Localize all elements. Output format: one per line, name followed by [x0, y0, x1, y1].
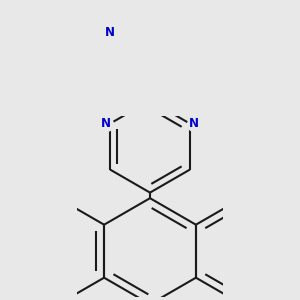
Text: N: N — [101, 117, 111, 130]
Text: N: N — [105, 26, 115, 39]
Text: N: N — [189, 117, 199, 130]
